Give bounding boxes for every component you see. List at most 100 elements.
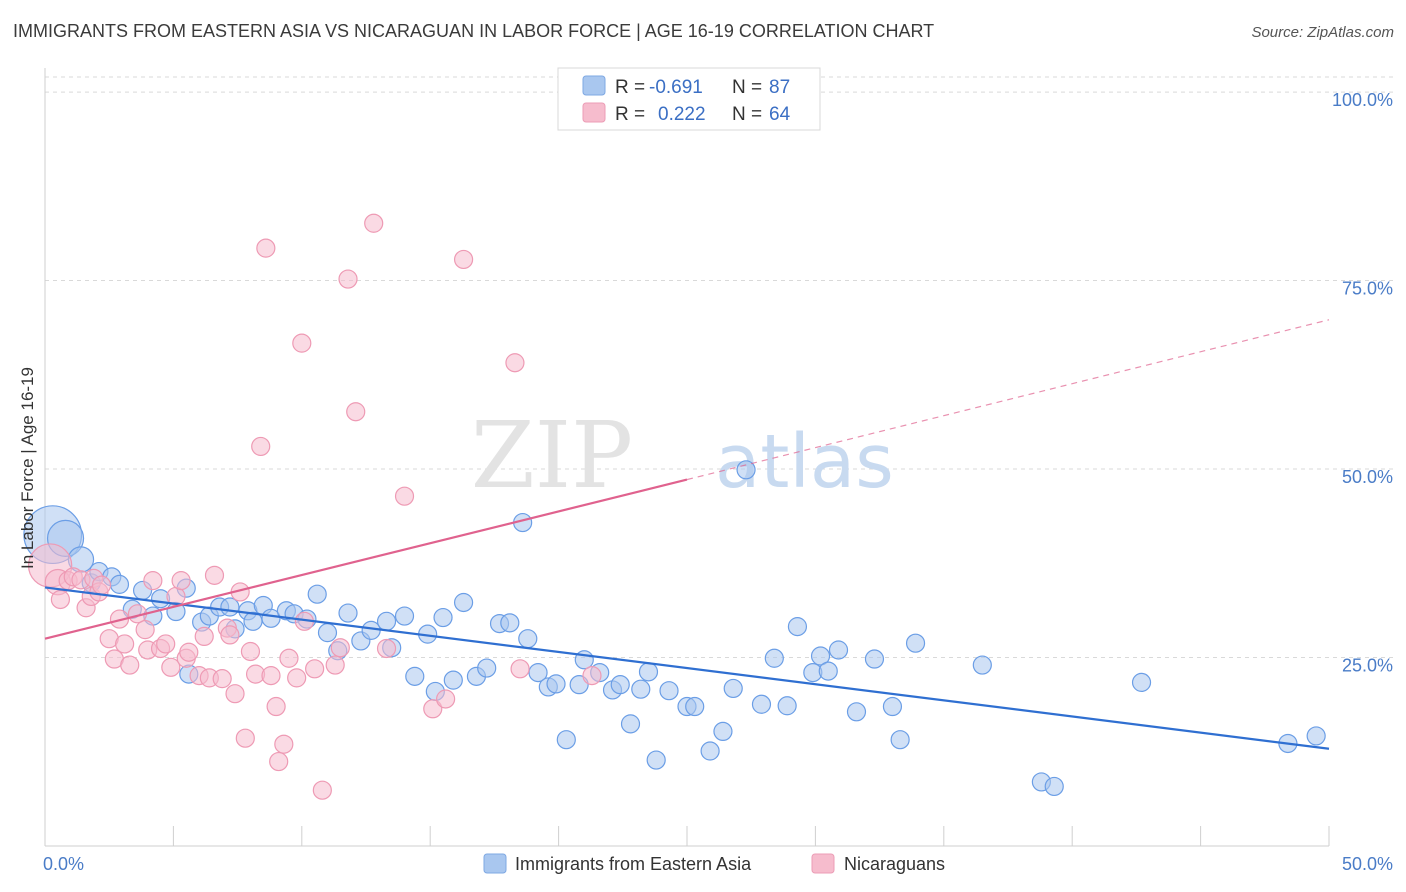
point-0-34 (394, 606, 415, 626)
point-1-56 (376, 638, 397, 659)
point-0-85 (1306, 726, 1326, 746)
y-tick-label-1: 50.0% (1342, 467, 1393, 487)
point-0-66 (736, 460, 756, 480)
axes (44, 68, 1330, 847)
point-1-2 (50, 589, 71, 610)
bottom-legend-label-1: Nicaraguans (844, 854, 945, 874)
point-0-40 (453, 592, 474, 613)
point-1-60 (453, 249, 474, 270)
point-0-38 (433, 607, 453, 628)
point-1-21 (156, 634, 176, 654)
trend-line-1 (44, 478, 688, 640)
point-0-82 (1044, 776, 1064, 797)
point-1-10 (91, 575, 112, 595)
point-0-77 (882, 696, 903, 717)
point-1-31 (212, 669, 232, 689)
series-nicaraguans (27, 213, 602, 800)
legend-n-label-1: N = (732, 104, 762, 125)
point-0-62 (685, 696, 705, 717)
point-0-73 (818, 661, 838, 681)
y-tick-label-3: 100.0% (1332, 90, 1393, 110)
y-tick-label-2: 75.0% (1342, 279, 1393, 299)
point-1-52 (330, 638, 350, 658)
point-0-50 (556, 730, 576, 750)
watermark: ZIP atlas (471, 402, 894, 509)
point-0-42 (477, 658, 497, 678)
point-0-47 (528, 662, 548, 683)
point-0-49 (546, 674, 566, 694)
point-1-55 (364, 213, 384, 233)
point-1-61 (505, 353, 525, 373)
point-0-70 (787, 617, 808, 637)
point-1-45 (279, 648, 299, 668)
point-0-60 (659, 681, 679, 701)
x-tick-label-1: 50.0% (1342, 854, 1393, 874)
point-0-57 (631, 679, 651, 699)
legend-r-label-0: R = (615, 77, 645, 98)
bottom-legend-swatch-1 (811, 853, 835, 874)
point-1-33 (220, 625, 240, 645)
point-0-17 (220, 597, 240, 617)
point-1-50 (312, 780, 332, 800)
point-0-55 (610, 675, 630, 695)
point-0-76 (864, 649, 885, 669)
point-0-56 (620, 714, 641, 734)
point-1-37 (240, 641, 261, 662)
tick-labels: 25.0% 50.0% 75.0% 100.0% 0.0% 50.0% (43, 90, 1393, 874)
point-1-49 (305, 659, 325, 679)
point-1-47 (292, 333, 312, 353)
point-1-28 (194, 626, 214, 647)
point-1-14 (115, 634, 135, 654)
point-0-58 (638, 662, 659, 682)
point-1-36 (235, 728, 255, 748)
point-0-83 (1131, 672, 1152, 692)
point-0-6 (109, 574, 130, 594)
point-1-43 (269, 751, 289, 772)
point-1-30 (204, 565, 225, 585)
point-1-44 (274, 734, 294, 754)
point-1-15 (120, 655, 140, 675)
point-1-42 (266, 696, 286, 717)
chart-source: Source: ZipAtlas.com (1251, 24, 1394, 41)
chart-title: IMMIGRANTS FROM EASTERN ASIA VS NICARAGU… (13, 21, 935, 41)
gridlines (45, 76, 1393, 659)
point-1-63 (582, 666, 602, 686)
point-1-39 (251, 436, 271, 457)
legend-r-value-1: 0.222 (658, 104, 706, 125)
trend-lines (44, 319, 1330, 750)
point-0-27 (317, 623, 338, 643)
bottom-legend-label-0: Immigrants from Eastern Asia (515, 854, 752, 874)
point-1-40 (256, 238, 276, 258)
point-1-58 (423, 699, 443, 719)
trend-line-extension-1 (686, 319, 1330, 481)
point-0-26 (307, 584, 327, 604)
legend-swatch-0 (582, 75, 606, 96)
point-0-72 (810, 646, 831, 666)
point-0-59 (646, 750, 666, 770)
y-axis-title: In Labor Force | Age 16-19 (18, 367, 37, 569)
point-0-44 (500, 613, 520, 633)
point-0-74 (828, 640, 849, 660)
x-tick-label-0: 0.0% (43, 854, 84, 874)
stats-legend: R = -0.691 N = 87 R = 0.222 N = 64 (557, 67, 821, 131)
point-0-65 (723, 678, 743, 699)
point-0-68 (764, 648, 784, 668)
point-1-54 (346, 402, 366, 422)
watermark-zip: ZIP (471, 402, 633, 509)
point-0-80 (972, 655, 992, 675)
point-0-29 (338, 603, 358, 623)
point-0-39 (443, 670, 463, 690)
trend-line-0 (44, 586, 1330, 750)
legend-r-label-1: R = (615, 104, 645, 125)
point-0-78 (890, 730, 910, 750)
y-tick-label-0: 25.0% (1342, 656, 1393, 676)
point-0-22 (261, 608, 281, 628)
legend-n-value-1: 64 (769, 104, 791, 125)
point-1-51 (325, 655, 345, 675)
legend-r-value-0: -0.691 (649, 77, 703, 98)
point-1-41 (261, 666, 281, 686)
point-0-69 (777, 696, 797, 716)
point-1-34 (225, 684, 245, 704)
bottom-legend-swatch-0 (483, 853, 507, 874)
